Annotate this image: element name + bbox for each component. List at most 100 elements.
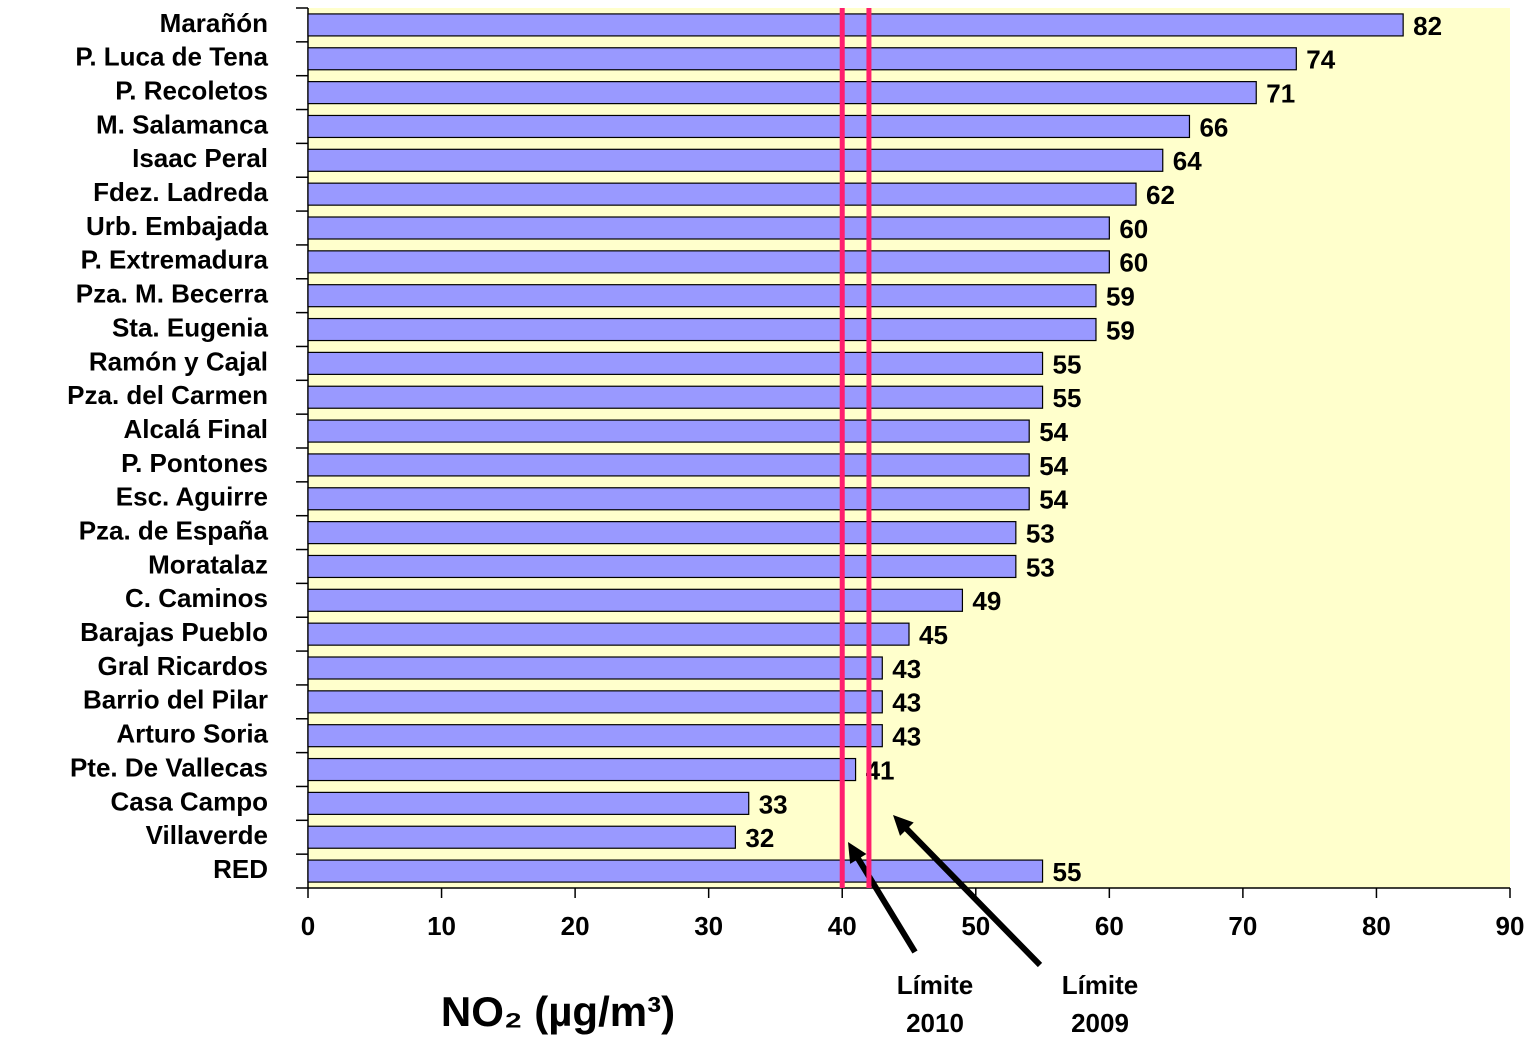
x-axis-label: NO₂ (µg/m³) (441, 988, 675, 1035)
y-tick-label: RED (213, 854, 268, 884)
y-tick-label: Isaac Peral (132, 143, 268, 173)
x-tick-label: 50 (961, 911, 990, 941)
y-tick-label: Pza. de España (79, 515, 269, 545)
y-tick-label: P. Recoletos (115, 75, 268, 105)
annotation-line: Límite (1062, 970, 1139, 1000)
y-tick-label: Marañón (160, 8, 268, 38)
y-tick-label: Villaverde (146, 820, 268, 850)
bar (307, 622, 910, 646)
bar (307, 182, 1137, 206)
y-tick-label: Arturo Soria (116, 719, 268, 749)
plot-area (308, 8, 1510, 888)
y-tick-label: Pza. M. Becerra (76, 279, 269, 309)
y-tick-label: Barajas Pueblo (80, 617, 268, 647)
y-tick-label: Alcalá Final (124, 414, 269, 444)
bar (307, 588, 964, 612)
y-tick-label: Ramón y Cajal (89, 346, 268, 376)
y-tick-label: Urb. Embajada (86, 211, 269, 241)
bar (307, 351, 1044, 375)
y-tick-label: M. Salamanca (96, 109, 269, 139)
x-tick-label: 60 (1095, 911, 1124, 941)
value-label: 33 (759, 789, 788, 819)
bar (307, 453, 1030, 477)
x-tick-label: 80 (1362, 911, 1391, 941)
value-label: 32 (745, 823, 774, 853)
x-tick-label: 90 (1496, 911, 1525, 941)
value-label: 60 (1119, 214, 1148, 244)
bar (307, 521, 1017, 545)
bar (307, 656, 883, 680)
annotation-line: Límite (897, 970, 974, 1000)
bar (307, 385, 1044, 409)
annotation-line: 2009 (1071, 1008, 1129, 1038)
bar (307, 114, 1191, 139)
bar (307, 690, 883, 714)
annotation-line: 2010 (906, 1008, 964, 1038)
y-tick-label: Pza. del Carmen (67, 380, 268, 410)
bar (307, 250, 1110, 274)
x-tick-label: 40 (828, 911, 857, 941)
bar (307, 148, 1164, 172)
y-tick-label: Fdez. Ladreda (93, 177, 268, 207)
arrow-head (848, 842, 867, 864)
y-tick-label: P. Luca de Tena (75, 42, 268, 72)
bar (307, 554, 1017, 579)
value-label: 55 (1053, 349, 1082, 379)
bar (307, 724, 883, 748)
y-tick-label: Moratalaz (148, 549, 268, 579)
bar (307, 487, 1030, 511)
y-tick-label: Barrio del Pilar (83, 685, 268, 715)
bar (307, 317, 1097, 342)
value-label: 55 (1053, 383, 1082, 413)
y-tick-label: Casa Campo (111, 786, 269, 816)
bar (307, 47, 1297, 71)
x-tick-label: 20 (561, 911, 590, 941)
value-label: 45 (919, 620, 948, 650)
y-tick-label: C. Caminos (125, 583, 268, 613)
value-label: 54 (1039, 417, 1068, 447)
value-label: 74 (1306, 45, 1335, 75)
value-label: 59 (1106, 315, 1135, 345)
y-tick-label: Esc. Aguirre (116, 482, 268, 512)
bar (307, 419, 1030, 443)
bar (307, 757, 857, 782)
value-label: 54 (1039, 485, 1068, 515)
arrow (850, 848, 918, 954)
value-label: 43 (892, 654, 921, 684)
bar (307, 284, 1097, 308)
value-label: 43 (892, 688, 921, 718)
arrow (897, 820, 1043, 968)
value-label: 60 (1119, 248, 1148, 278)
value-label: 62 (1146, 180, 1175, 210)
value-label: 53 (1026, 552, 1055, 582)
value-label: 71 (1266, 78, 1295, 108)
y-tick-label: Sta. Eugenia (112, 312, 269, 342)
value-label: 64 (1173, 146, 1202, 176)
annotation: Límite 2010 (897, 970, 974, 1038)
value-label: 53 (1026, 518, 1055, 548)
value-label: 82 (1413, 11, 1442, 41)
bar (307, 216, 1110, 240)
value-label: 54 (1039, 451, 1068, 481)
annotation: Límite 2009 (1062, 970, 1139, 1038)
bar (307, 81, 1257, 105)
y-tick-label: P. Pontones (121, 448, 268, 478)
y-tick-label: Pte. De Vallecas (70, 752, 268, 782)
value-label: 49 (972, 586, 1001, 616)
value-label: 43 (892, 722, 921, 752)
value-label: 55 (1053, 857, 1082, 887)
x-tick-label: 30 (694, 911, 723, 941)
arrow-head (893, 815, 914, 836)
bar (307, 791, 750, 815)
value-label: 59 (1106, 282, 1135, 312)
value-label: 66 (1199, 112, 1228, 142)
y-tick-label: Gral Ricardos (97, 651, 268, 681)
bar (307, 859, 1044, 883)
bar (307, 825, 736, 849)
x-tick-label: 10 (427, 911, 456, 941)
x-tick-label: 70 (1228, 911, 1257, 941)
y-tick-label: P. Extremadura (81, 245, 269, 275)
bar (307, 13, 1404, 37)
x-tick-label: 0 (301, 911, 315, 941)
